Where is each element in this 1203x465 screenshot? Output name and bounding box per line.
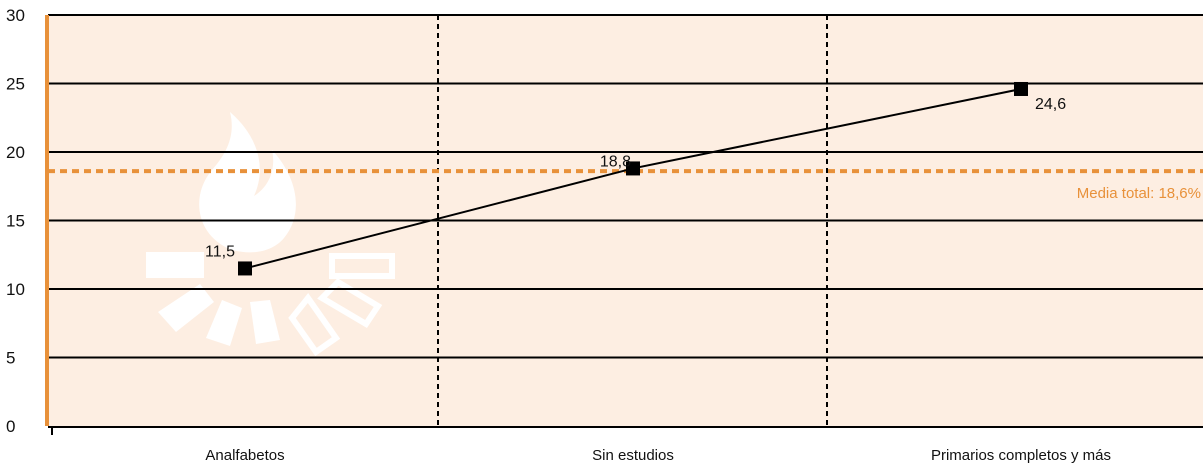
axes <box>45 15 1203 435</box>
data-labels: 11,5 18,8 24,6 <box>205 96 1066 260</box>
category-separators <box>437 15 828 426</box>
x-category-label: Sin estudios <box>592 447 674 464</box>
data-point-marker <box>626 161 640 176</box>
data-point-marker <box>1014 81 1028 96</box>
y-tick-label: 15 <box>6 212 25 231</box>
y-tick-label: 10 <box>6 280 25 299</box>
mean-reference-label: Media total: 18,6% <box>1077 185 1201 202</box>
data-label: 24,6 <box>1035 96 1066 113</box>
y-tick-label: 25 <box>6 75 25 94</box>
y-tick-label: 20 <box>6 143 25 162</box>
series <box>238 81 1028 276</box>
data-point-marker <box>238 261 252 276</box>
x-category-label: Primarios completos y más <box>931 447 1111 464</box>
flame-logo-icon <box>146 112 395 357</box>
x-category-label: Analfabetos <box>205 447 284 464</box>
y-tick-label: 0 <box>6 417 15 436</box>
data-label: 11,5 <box>205 243 235 260</box>
y-tick-label: 30 <box>6 6 25 25</box>
gridlines <box>48 14 1203 359</box>
x-axis-categories: Analfabetos Sin estudios Primarios complet… <box>205 447 1111 464</box>
y-tick-label: 5 <box>6 349 15 368</box>
data-label: 18,8 <box>600 153 631 170</box>
y-axis-ticks: 0 5 10 15 20 25 30 <box>6 6 25 436</box>
